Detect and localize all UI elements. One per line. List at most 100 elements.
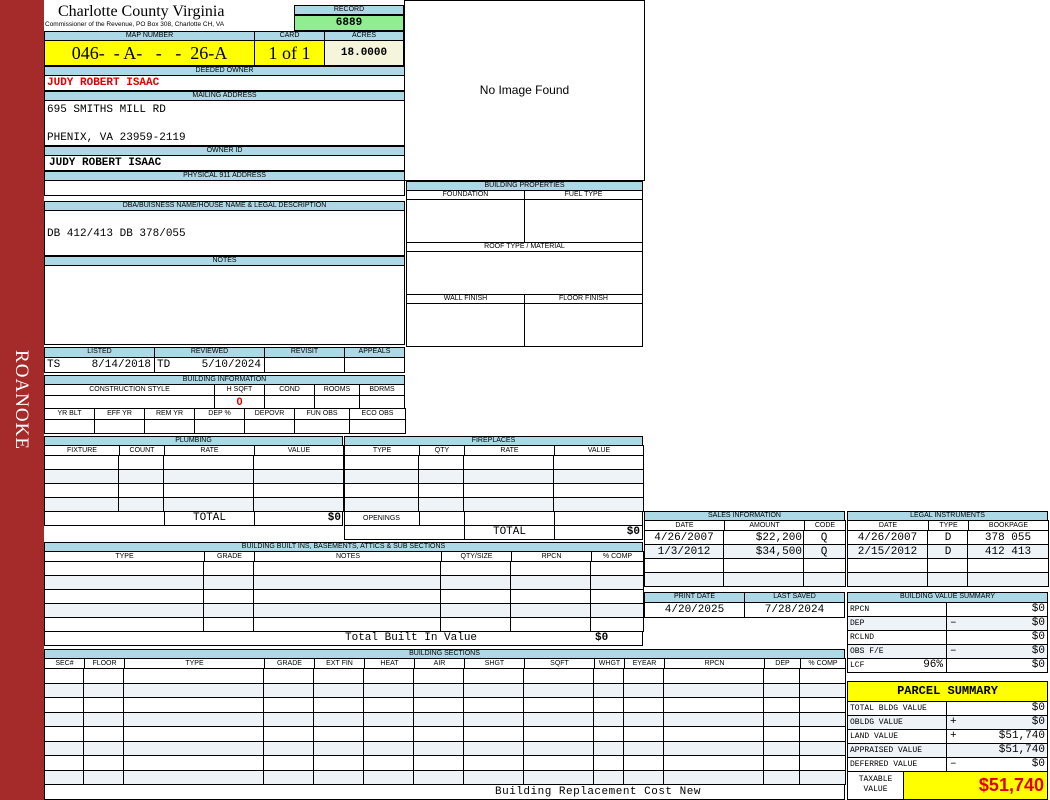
openings-rate (464, 511, 555, 526)
summary-value: $0 (946, 602, 1048, 617)
bdrms-value (359, 395, 405, 409)
operator-sign: – (950, 645, 957, 657)
table-row (45, 683, 845, 698)
legal-date: 2/15/2012 (857, 546, 918, 558)
print-date: 4/20/2025 (644, 602, 745, 618)
summary-label: LCF 96% (847, 658, 947, 673)
foundation-value (406, 199, 525, 243)
table-row (45, 669, 845, 684)
table-row (45, 484, 343, 498)
bi-value (44, 419, 95, 434)
summary-label-text: RPCN (850, 605, 870, 614)
table-row (45, 770, 845, 785)
operator-sign: + (950, 730, 957, 742)
deeded-owner: JUDY ROBERT ISAAC (44, 75, 405, 91)
floor-finish-value (524, 303, 643, 347)
column-divider (967, 530, 968, 586)
table-row (848, 531, 1048, 545)
table-row (45, 498, 343, 512)
summary-label: LAND VALUE (847, 729, 947, 744)
sections-footer: Building Replacement Cost New (495, 786, 701, 798)
column-divider (763, 668, 764, 784)
column-divider (553, 455, 554, 511)
summary-label-text: OBLDG VALUE (850, 718, 903, 727)
reviewed-value: TD 5/10/2024 (154, 357, 265, 373)
column-divider (463, 455, 464, 511)
summary-label: OBLDG VALUE (847, 715, 947, 730)
table-row (45, 590, 643, 604)
listed-by: TS (47, 359, 61, 371)
summary-value: $51,740 (946, 743, 1048, 758)
mailing-line-2: PHENIX, VA 23959-2119 (47, 132, 186, 144)
column-divider (523, 668, 524, 784)
summary-value: $0 (946, 658, 1048, 673)
column-divider (593, 668, 594, 784)
column-divider (623, 668, 624, 784)
column-divider (723, 530, 724, 586)
summary-label-text: LCF (850, 661, 865, 670)
notes-box (44, 265, 405, 345)
summary-label: DEP (847, 616, 947, 631)
legal-bookpage: 412 413 (984, 546, 1032, 558)
appeals-value (344, 357, 405, 373)
bi-value (144, 419, 195, 434)
openings-label: OPENINGS (344, 511, 420, 526)
column-divider (83, 668, 84, 784)
column-divider (463, 668, 464, 784)
physical-address (44, 180, 405, 196)
bi-value (294, 419, 350, 434)
bi-value (94, 419, 145, 434)
table-row (645, 559, 845, 573)
sections-footer-row (44, 784, 845, 800)
column-divider (413, 668, 414, 784)
roof-value (406, 251, 643, 295)
column-divider (663, 668, 664, 784)
summary-label: TOTAL BLDG VALUE (847, 701, 947, 716)
revisit-value (264, 357, 345, 373)
column-divider (590, 561, 591, 631)
summary-value: $0 (946, 757, 1048, 772)
builtins-total-label: Total Built In Value (345, 632, 478, 644)
table-row (848, 559, 1048, 573)
column-divider (203, 561, 204, 631)
summary-value: $51,740 (946, 729, 1048, 744)
table-row (45, 604, 643, 618)
table-row (848, 573, 1048, 587)
property-image: No Image Found (404, 0, 645, 181)
summary-value: $0 (946, 715, 1048, 730)
lcf-percent: 96% (923, 659, 943, 671)
owner-id: JUDY ROBERT ISAAC (44, 155, 405, 171)
taxable-label: TAXABLE VALUE (847, 771, 904, 800)
column-divider (799, 668, 800, 784)
column-divider (803, 530, 804, 586)
plumbing-total-label: TOTAL (164, 511, 255, 526)
fireplaces-total-label: TOTAL (464, 525, 555, 540)
sale-date: 4/26/2007 (654, 532, 714, 544)
table-row (45, 576, 643, 590)
summary-label: APPRAISED VALUE (847, 743, 947, 758)
column-divider (253, 561, 254, 631)
summary-value: $0 (946, 616, 1048, 631)
plumbing-total: $0 (327, 512, 341, 524)
operator-sign: – (950, 617, 957, 629)
dba-box: DB 412/413 DB 378/055 (44, 210, 405, 256)
sidebar-label: ROANOKE (11, 350, 32, 450)
bi-value (244, 419, 295, 434)
column-divider (253, 455, 254, 511)
table-row (45, 698, 845, 713)
sale-amount: $22,200 (755, 532, 802, 544)
summary-label-text: DEFERRED VALUE (850, 760, 918, 769)
record-number: 6889 (294, 15, 404, 31)
table-row (45, 756, 845, 771)
column-divider (118, 455, 119, 511)
column-divider (418, 455, 419, 511)
sidebar: ROANOKE (0, 0, 44, 800)
column-divider (510, 561, 511, 631)
fuel-type-value (524, 199, 643, 243)
table-row (345, 484, 643, 498)
table-row (45, 727, 845, 742)
sale-date: 1/3/2012 (657, 546, 711, 558)
summary-label-text: TOTAL BLDG VALUE (850, 704, 927, 713)
listed-date: 8/14/2018 (91, 359, 151, 371)
bi-value (194, 419, 245, 434)
